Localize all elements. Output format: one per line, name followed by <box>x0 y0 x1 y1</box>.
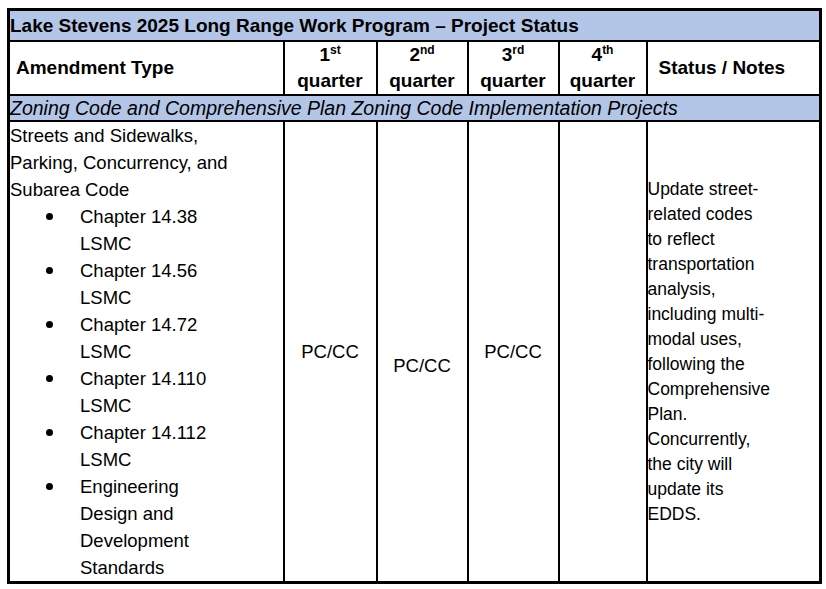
q3-value: PC/CC <box>484 341 542 363</box>
bullet-item: Chapter 14.112 LSMC <box>44 419 283 473</box>
quarter-number: 1 <box>319 44 330 65</box>
col-header-q4: 4th quarter <box>559 41 647 95</box>
q1-cell: PC/CC <box>284 121 377 583</box>
bullet-text: Chapter 14.38 LSMC <box>80 206 197 254</box>
quarter-word: quarter <box>389 70 454 91</box>
quarter-ordinal: rd <box>512 43 524 57</box>
section-header: Zoning Code and Comprehensive Plan Zonin… <box>9 95 821 121</box>
bullet-text: Chapter 14.110 LSMC <box>80 368 206 416</box>
quarter-number: 3 <box>502 44 513 65</box>
q2-value: PC/CC <box>393 355 451 377</box>
bullet-text: Engineering Design and Development Stand… <box>80 476 189 578</box>
col-header-q1: 1st quarter <box>284 41 377 95</box>
quarter-number: 2 <box>409 44 420 65</box>
title-row: Lake Stevens 2025 Long Range Work Progra… <box>9 10 821 42</box>
quarter-ordinal: th <box>602 43 613 57</box>
col-header-q3: 3rd quarter <box>468 41 559 95</box>
project-row: Streets and Sidewalks, Parking, Concurre… <box>9 121 821 583</box>
col-header-status-notes: Status / Notes <box>647 41 821 95</box>
quarter-ordinal: nd <box>420 43 435 57</box>
status-notes-cell: Update street- related codes to reflect … <box>647 121 821 583</box>
bullet-text: Chapter 14.112 LSMC <box>80 422 206 470</box>
section-header-row: Zoning Code and Comprehensive Plan Zonin… <box>9 95 821 121</box>
q2-cell: PC/CC <box>377 121 468 583</box>
quarter-ordinal: st <box>330 43 341 57</box>
q1-value: PC/CC <box>301 341 359 363</box>
project-status-table: Lake Stevens 2025 Long Range Work Progra… <box>7 8 822 584</box>
bullet-dot-icon <box>46 267 53 274</box>
col-header-q2: 2nd quarter <box>377 41 468 95</box>
col-header-amendment-type: Amendment Type <box>9 41 284 95</box>
q3-cell: PC/CC <box>468 121 559 583</box>
bullet-item: Engineering Design and Development Stand… <box>44 473 283 581</box>
amendment-bullet-list: Chapter 14.38 LSMC Chapter 14.56 LSMC Ch… <box>10 203 283 581</box>
bullet-dot-icon <box>46 375 53 382</box>
bullet-item: Chapter 14.72 LSMC <box>44 311 283 365</box>
bullet-dot-icon <box>46 429 53 436</box>
bullet-item: Chapter 14.110 LSMC <box>44 365 283 419</box>
bullet-dot-icon <box>46 213 53 220</box>
work-program-document: Lake Stevens 2025 Long Range Work Progra… <box>7 8 822 584</box>
table-title: Lake Stevens 2025 Long Range Work Progra… <box>9 10 821 42</box>
quarter-word: quarter <box>297 70 362 91</box>
q4-cell <box>559 121 647 583</box>
bullet-dot-icon <box>46 483 53 490</box>
bullet-dot-icon <box>46 321 53 328</box>
status-notes-text: Update street- related codes to reflect … <box>648 177 820 527</box>
quarter-word: quarter <box>480 70 545 91</box>
quarter-number: 4 <box>592 44 603 65</box>
bullet-text: Chapter 14.72 LSMC <box>80 314 197 362</box>
quarter-word: quarter <box>570 70 635 91</box>
bullet-text: Chapter 14.56 LSMC <box>80 260 197 308</box>
amendment-type-cell: Streets and Sidewalks, Parking, Concurre… <box>9 121 284 583</box>
amendment-title: Streets and Sidewalks, Parking, Concurre… <box>10 122 283 203</box>
bullet-item: Chapter 14.56 LSMC <box>44 257 283 311</box>
column-header-row: Amendment Type 1st quarter 2nd quarter 3rd… <box>9 41 821 95</box>
bullet-item: Chapter 14.38 LSMC <box>44 203 283 257</box>
